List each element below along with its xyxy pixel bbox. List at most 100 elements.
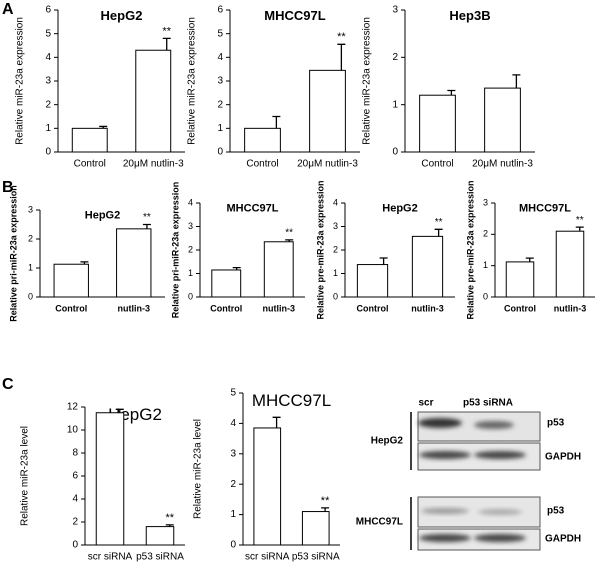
y-tick-label: 0 bbox=[230, 540, 236, 551]
x-tick-label: nutlin-3 bbox=[118, 303, 151, 313]
bar bbox=[244, 127, 281, 153]
error-bar bbox=[80, 261, 89, 265]
y-tick-label: 4 bbox=[72, 494, 78, 505]
y-tick-label: 2 bbox=[188, 244, 193, 254]
chart-title: HepG2 bbox=[101, 8, 143, 23]
y-tick-label: 0 bbox=[45, 147, 51, 158]
bar bbox=[505, 261, 535, 298]
y-axis-label: Relative miR-23a expression bbox=[362, 17, 373, 145]
bar bbox=[116, 228, 152, 298]
y-tick-label: 2 bbox=[483, 229, 488, 239]
y-tick-label: 4 bbox=[217, 52, 223, 63]
band bbox=[419, 451, 471, 459]
band bbox=[419, 534, 471, 542]
y-axis-label: Relative pri-miR-23a expression bbox=[8, 185, 18, 322]
error-bar bbox=[99, 125, 108, 129]
y-tick-label: 4 bbox=[333, 197, 338, 207]
x-tick-label: Control bbox=[246, 159, 278, 170]
y-tick-label: 10 bbox=[67, 425, 79, 436]
western-blot: scr p53 siRNA HepG2 MHCC97L p53 GAPDH p5… bbox=[356, 398, 581, 551]
y-tick-label: 1 bbox=[188, 268, 193, 278]
x-tick-label: Control bbox=[55, 303, 87, 313]
x-tick-label: Control bbox=[504, 303, 536, 313]
bar bbox=[301, 511, 330, 546]
band bbox=[418, 418, 462, 428]
band bbox=[478, 509, 522, 515]
y-tick-label: 4 bbox=[230, 418, 236, 429]
bar bbox=[95, 412, 125, 546]
error-bar bbox=[512, 74, 521, 89]
error-bar bbox=[142, 223, 151, 229]
significance-label: ** bbox=[576, 215, 584, 226]
y-tick-label: 2 bbox=[28, 233, 33, 243]
y-tick-label: 1 bbox=[230, 509, 236, 520]
y-tick-label: 3 bbox=[217, 76, 223, 87]
x-tick-label: Control bbox=[210, 303, 242, 313]
y-tick-label: 8 bbox=[72, 448, 78, 459]
bar bbox=[419, 94, 456, 153]
bar bbox=[135, 49, 172, 153]
cell-line-label: MHCC97L bbox=[356, 517, 403, 528]
y-axis-label: Relative miR-23a level bbox=[20, 426, 31, 526]
bar bbox=[253, 427, 282, 546]
error-bar bbox=[434, 228, 443, 237]
y-tick-label: 1 bbox=[392, 99, 398, 110]
band bbox=[474, 421, 514, 429]
bar bbox=[555, 230, 585, 298]
y-tick-label: 0 bbox=[72, 540, 78, 551]
y-tick-label: 2 bbox=[333, 244, 338, 254]
cell-line-label: HepG2 bbox=[371, 436, 404, 447]
y-tick-label: 2 bbox=[230, 479, 236, 490]
significance-label: ** bbox=[162, 25, 171, 37]
y-tick-label: 6 bbox=[72, 471, 78, 482]
significance-label: ** bbox=[321, 495, 330, 507]
y-tick-label: 1 bbox=[217, 123, 223, 134]
y-tick-label: 3 bbox=[483, 197, 488, 207]
y-tick-label: 2 bbox=[45, 99, 51, 110]
significance-label: ** bbox=[285, 228, 293, 239]
y-axis-label: Relative miR-23a expression bbox=[187, 17, 198, 145]
y-axis-label: Relative miR-23a expression bbox=[15, 17, 26, 145]
chart-title: HepG2 bbox=[85, 209, 120, 221]
bar bbox=[53, 263, 89, 298]
y-tick-label: 1 bbox=[483, 260, 488, 270]
bar bbox=[71, 127, 108, 153]
y-tick-label: 0 bbox=[28, 291, 33, 301]
y-tick-label: 0 bbox=[483, 291, 488, 301]
x-tick-label: nutlin-3 bbox=[263, 303, 296, 313]
error-bar bbox=[272, 416, 281, 428]
significance-label: ** bbox=[165, 512, 174, 524]
error-bar bbox=[272, 115, 281, 129]
y-tick-label: 5 bbox=[45, 28, 51, 39]
y-tick-label: 6 bbox=[45, 5, 51, 16]
x-tick-label: scr siRNA bbox=[88, 552, 133, 563]
y-tick-label: 3 bbox=[230, 448, 236, 459]
error-bar bbox=[525, 257, 534, 262]
error-bar bbox=[162, 37, 171, 51]
panel-label: C bbox=[2, 376, 14, 393]
y-tick-label: 2 bbox=[392, 52, 398, 63]
y-tick-label: 3 bbox=[333, 221, 338, 231]
bar bbox=[411, 235, 444, 298]
chart-title: MHCC97L bbox=[252, 391, 331, 410]
y-tick-label: 0 bbox=[392, 147, 398, 158]
y-axis-label: Relative miR-23a level bbox=[193, 419, 204, 519]
x-tick-label: 20μM nutlin-3 bbox=[297, 159, 358, 170]
band bbox=[474, 534, 526, 542]
x-tick-label: p53 siRNA bbox=[136, 552, 184, 563]
x-tick-label: 20μM nutlin-3 bbox=[472, 159, 533, 170]
error-bar bbox=[321, 507, 330, 512]
bar bbox=[263, 241, 294, 298]
y-tick-label: 3 bbox=[188, 221, 193, 231]
significance-label: ** bbox=[143, 212, 151, 223]
significance-label: ** bbox=[435, 217, 443, 228]
bar bbox=[145, 526, 175, 546]
chart-title: HepG2 bbox=[382, 202, 417, 214]
y-axis-label: Relative pre-miR-23a expression bbox=[315, 180, 325, 319]
x-tick-label: nutlin-3 bbox=[411, 303, 444, 313]
y-tick-label: 12 bbox=[67, 402, 79, 413]
panel-label: B bbox=[2, 179, 14, 196]
y-tick-label: 5 bbox=[217, 28, 223, 39]
y-tick-label: 0 bbox=[217, 147, 223, 158]
